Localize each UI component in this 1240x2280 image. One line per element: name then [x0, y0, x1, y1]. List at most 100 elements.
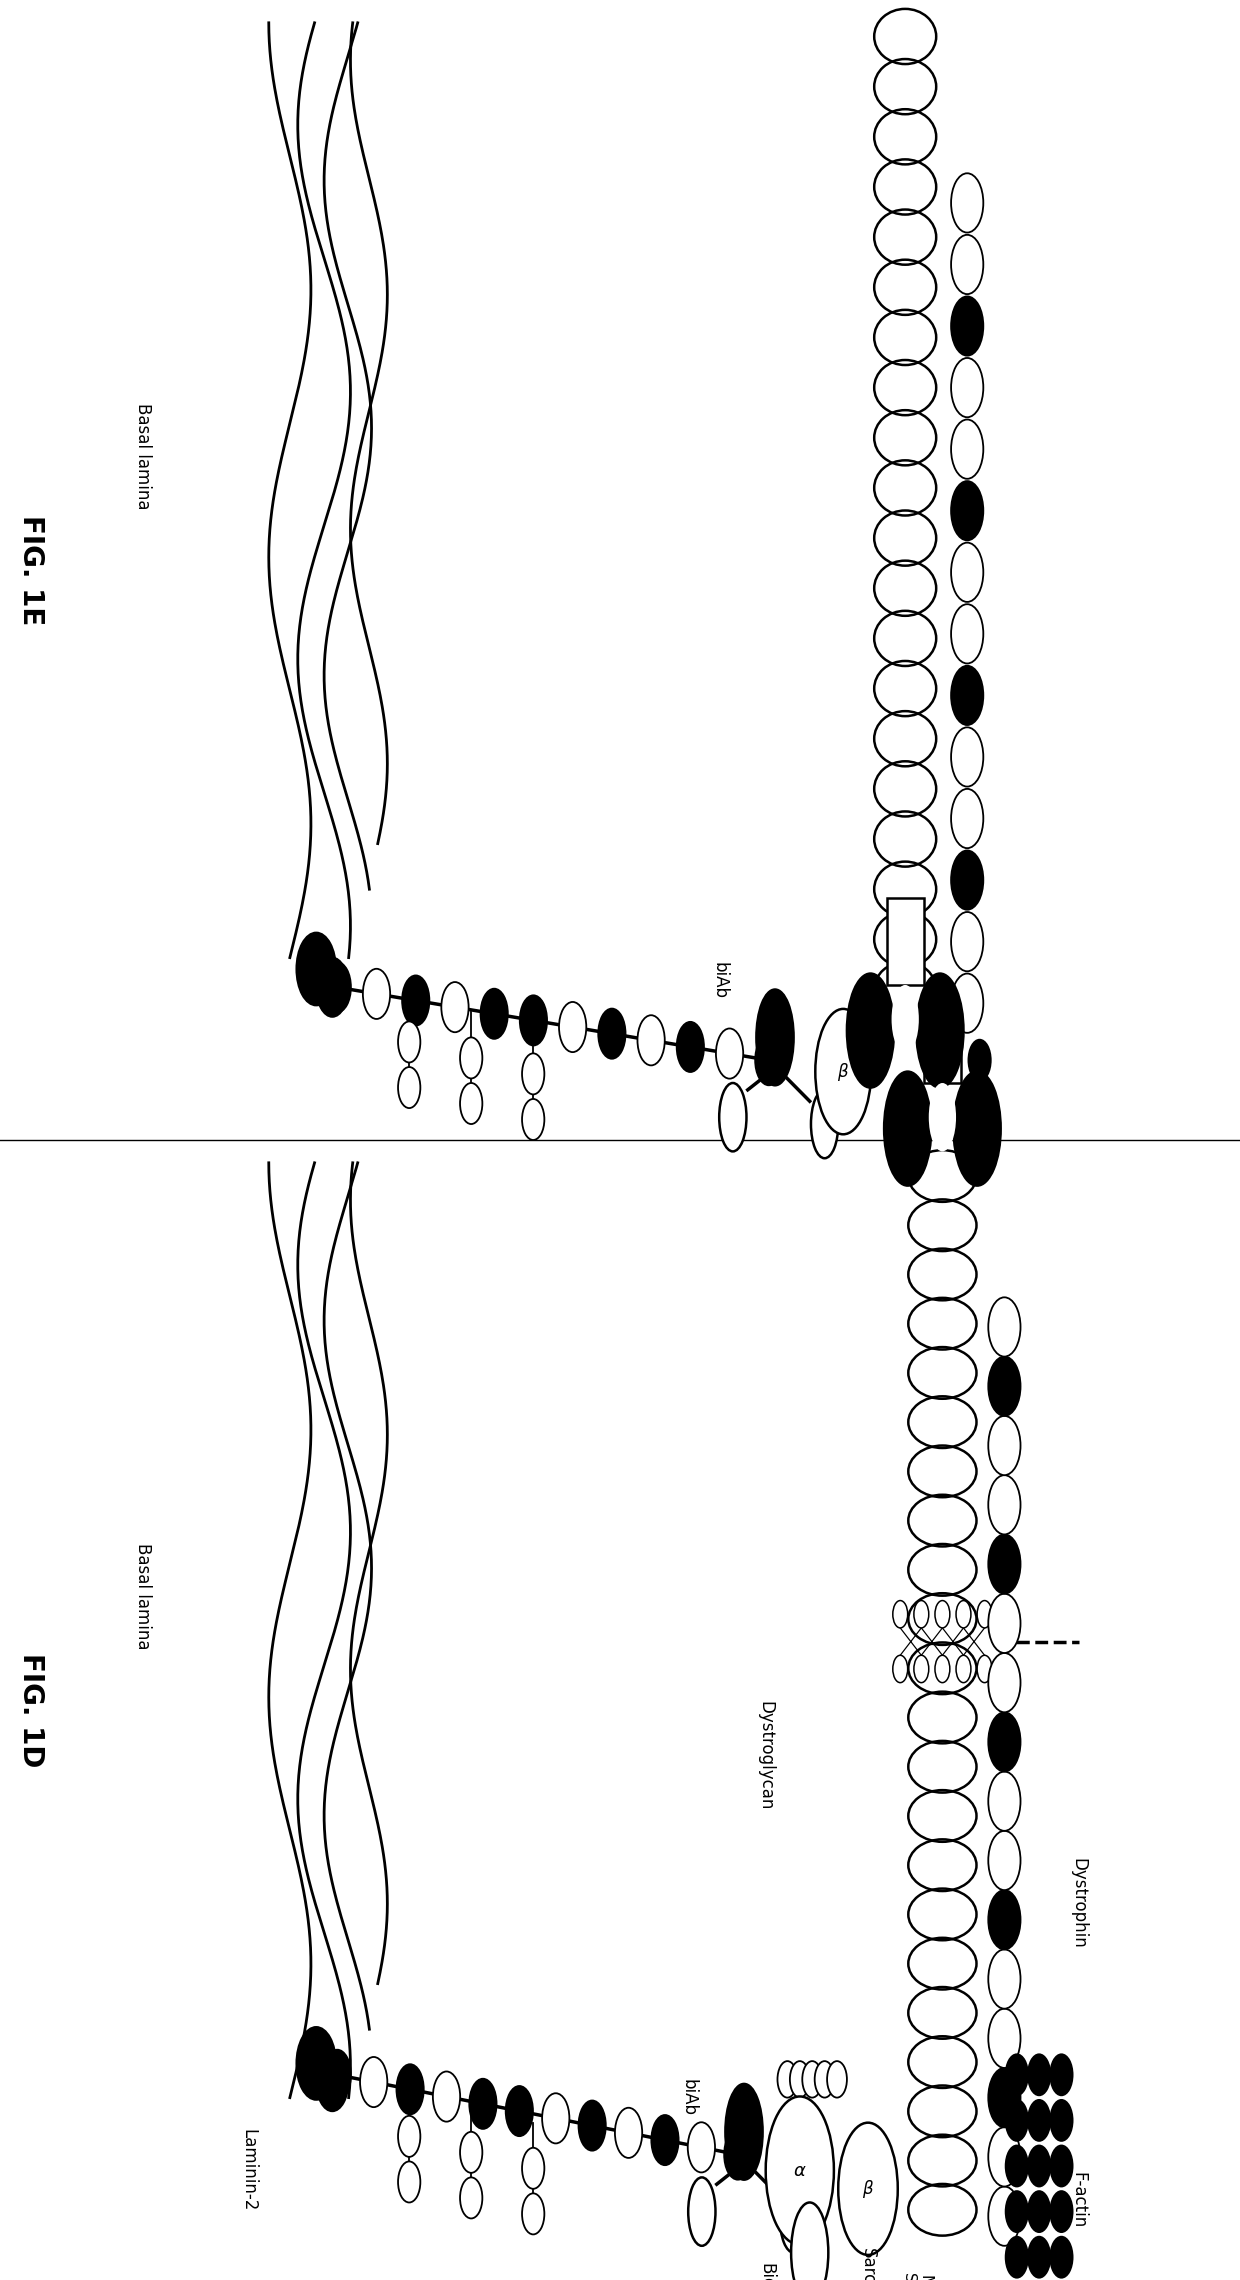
Text: $\beta$: $\beta$ [862, 2177, 874, 2200]
Circle shape [1050, 2054, 1073, 2095]
Text: Sarcoglycans: Sarcoglycans [859, 2248, 877, 2280]
Circle shape [1006, 2100, 1028, 2141]
Text: $\beta$: $\beta$ [837, 1060, 849, 1083]
Circle shape [988, 1890, 1021, 1949]
Ellipse shape [766, 2098, 835, 2244]
Circle shape [951, 666, 983, 725]
Circle shape [1006, 2191, 1028, 2232]
Circle shape [977, 1601, 992, 1628]
Ellipse shape [756, 990, 794, 1085]
Circle shape [1028, 2145, 1050, 2187]
Text: Basal lamina: Basal lamina [134, 1544, 151, 1648]
Circle shape [651, 2116, 678, 2166]
Circle shape [397, 2063, 424, 2114]
Ellipse shape [929, 1083, 956, 1151]
Circle shape [988, 2068, 1021, 2127]
Circle shape [542, 2093, 569, 2143]
Circle shape [522, 1099, 544, 1140]
Circle shape [790, 2061, 810, 2098]
Circle shape [1050, 2145, 1073, 2187]
Circle shape [460, 2177, 482, 2218]
Ellipse shape [780, 2184, 807, 2253]
Circle shape [522, 2193, 544, 2234]
Circle shape [988, 1416, 1021, 1475]
Circle shape [316, 2052, 348, 2111]
Circle shape [951, 173, 983, 233]
Circle shape [1050, 2100, 1073, 2141]
Circle shape [559, 1001, 587, 1051]
Text: Dystroglycan: Dystroglycan [756, 1701, 774, 1810]
Circle shape [296, 933, 336, 1005]
Circle shape [815, 2061, 835, 2098]
Circle shape [935, 1655, 950, 1683]
Circle shape [402, 976, 429, 1026]
Circle shape [1050, 2191, 1073, 2232]
Text: biAb: biAb [680, 2079, 697, 2116]
Circle shape [398, 1021, 420, 1062]
Circle shape [968, 1040, 991, 1081]
Circle shape [398, 2161, 420, 2202]
Circle shape [956, 1655, 971, 1683]
Circle shape [324, 962, 351, 1012]
Circle shape [1028, 2054, 1050, 2095]
Circle shape [914, 1601, 929, 1628]
Circle shape [914, 1655, 929, 1683]
Circle shape [988, 1772, 1021, 1831]
Circle shape [972, 1085, 994, 1126]
Circle shape [951, 358, 983, 417]
Text: Laminin-2: Laminin-2 [239, 2130, 257, 2212]
Text: biAb: biAb [711, 962, 728, 999]
Circle shape [1006, 2145, 1028, 2187]
Text: Dystrophin: Dystrophin [1070, 1858, 1087, 1949]
Text: Basal lamina: Basal lamina [134, 404, 151, 508]
Circle shape [988, 1949, 1021, 2009]
Circle shape [755, 1035, 782, 1085]
Ellipse shape [816, 1008, 870, 1133]
Ellipse shape [688, 2177, 715, 2246]
Text: FIG. 1E: FIG. 1E [17, 515, 45, 625]
Circle shape [460, 1037, 482, 1078]
Circle shape [988, 1712, 1021, 1772]
Ellipse shape [725, 2084, 763, 2180]
Bar [887, 898, 924, 985]
Circle shape [951, 789, 983, 848]
Ellipse shape [838, 2123, 898, 2255]
Circle shape [951, 850, 983, 910]
Circle shape [324, 2050, 351, 2100]
Circle shape [951, 420, 983, 479]
Circle shape [988, 1534, 1021, 1594]
Text: $\alpha$: $\alpha$ [794, 2161, 806, 2180]
Circle shape [296, 2027, 336, 2100]
Ellipse shape [884, 1072, 931, 1186]
Circle shape [360, 2057, 387, 2107]
Circle shape [677, 1021, 704, 1072]
Circle shape [1006, 2237, 1028, 2278]
Circle shape [951, 974, 983, 1033]
Circle shape [988, 2187, 1021, 2246]
Circle shape [615, 2107, 642, 2157]
Circle shape [506, 2086, 533, 2136]
Text: Biglycan: Biglycan [758, 2262, 775, 2280]
Circle shape [522, 2148, 544, 2189]
Circle shape [522, 1053, 544, 1094]
Circle shape [951, 296, 983, 356]
Circle shape [1028, 2100, 1050, 2141]
Ellipse shape [791, 2202, 828, 2280]
Circle shape [893, 1655, 908, 1683]
Ellipse shape [954, 1072, 1001, 1186]
Circle shape [777, 2061, 797, 2098]
Circle shape [988, 1831, 1021, 1890]
Circle shape [433, 2073, 460, 2123]
Ellipse shape [719, 1083, 746, 1151]
Circle shape [481, 990, 508, 1040]
Circle shape [598, 1008, 625, 1058]
Circle shape [398, 2116, 420, 2157]
Circle shape [1028, 2237, 1050, 2278]
Circle shape [579, 2100, 606, 2150]
Circle shape [724, 2130, 751, 2180]
Ellipse shape [811, 1090, 838, 1158]
Circle shape [316, 958, 348, 1017]
Text: FIG. 1D: FIG. 1D [17, 1653, 45, 1767]
Circle shape [363, 969, 391, 1019]
Circle shape [988, 1297, 1021, 1357]
